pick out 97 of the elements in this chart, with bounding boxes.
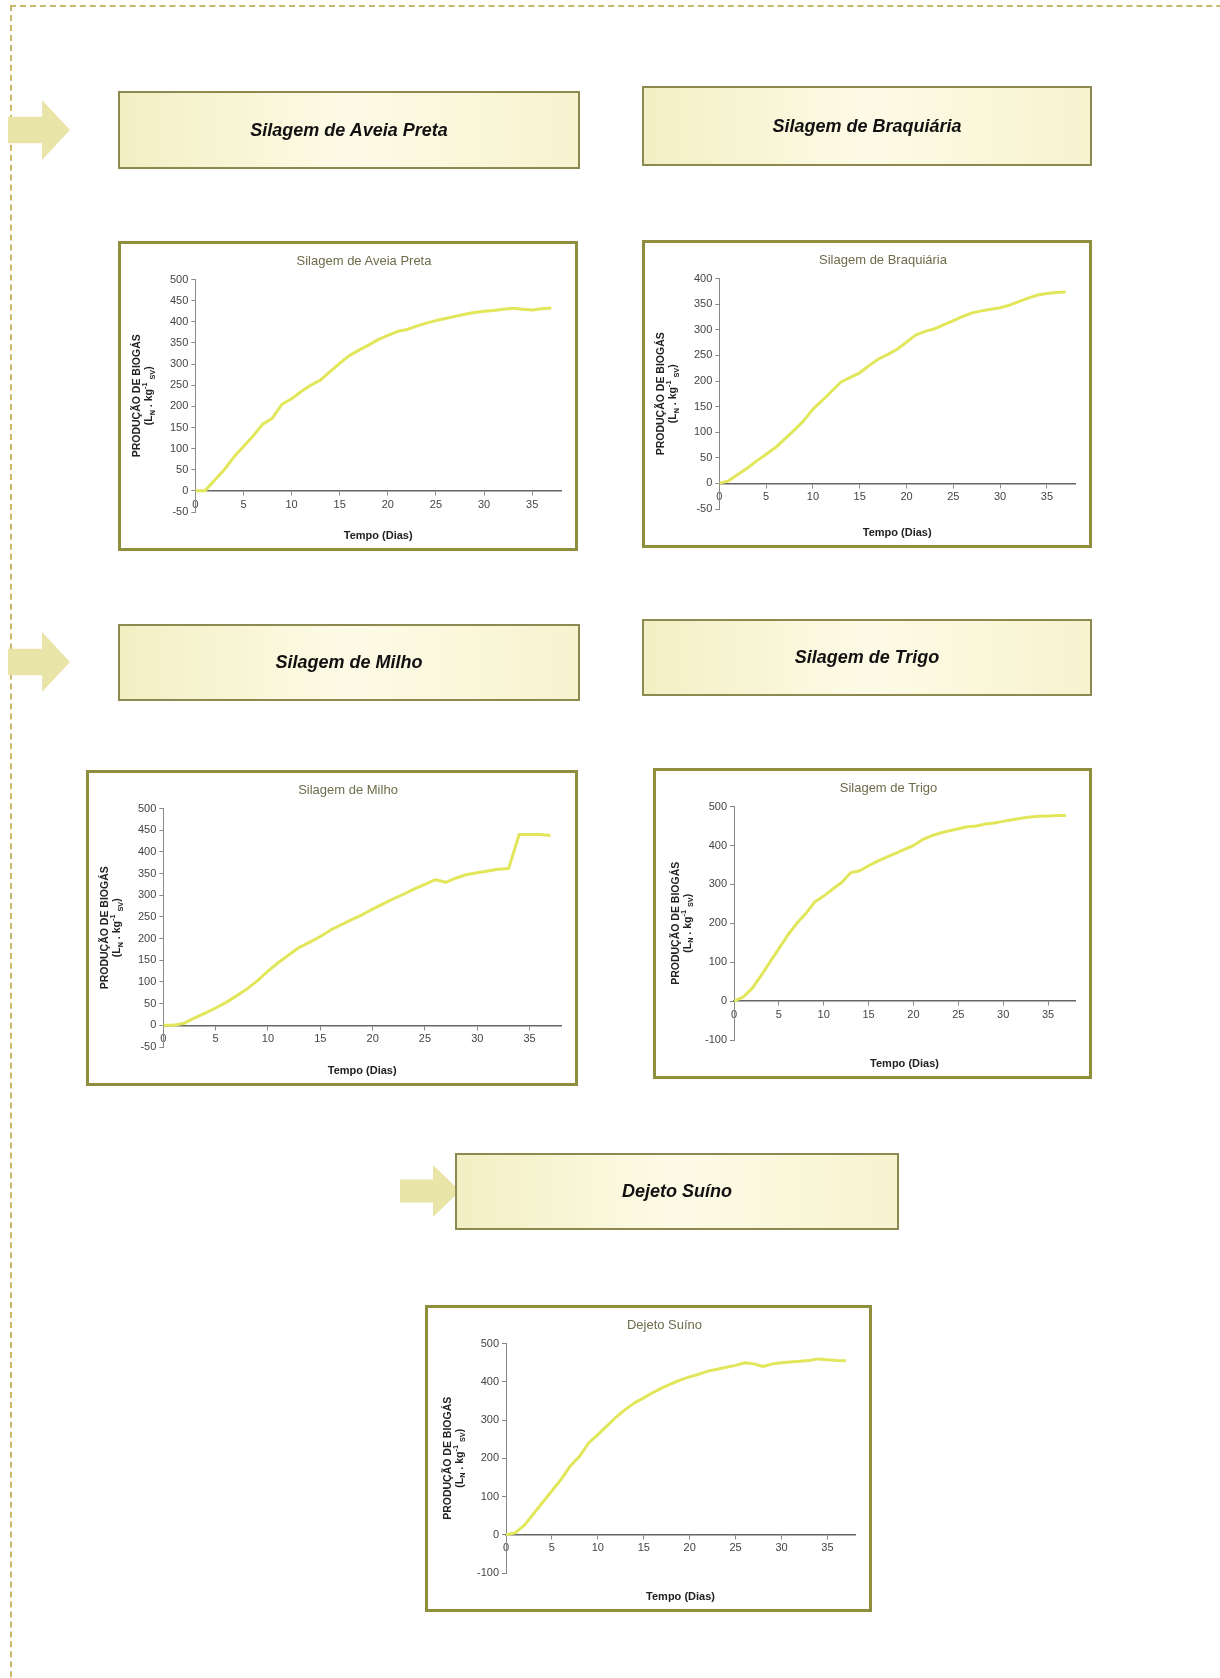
x-tick-label: 15 <box>333 497 346 510</box>
x-axis-title: Tempo (Dias) <box>343 529 413 542</box>
chart-title: Silagem de Aveia Preta <box>118 91 580 169</box>
x-tick-label: 25 <box>729 1541 742 1554</box>
y-tick-label: 500 <box>137 801 157 814</box>
x-tick-label: 15 <box>314 1031 327 1044</box>
y-tick-label: 0 <box>492 1527 500 1540</box>
x-tick-label: 35 <box>523 1031 536 1044</box>
y-tick-label: 0 <box>720 994 728 1007</box>
y-tick-label: 200 <box>693 374 713 387</box>
y-tick-label: -50 <box>696 502 713 515</box>
chart-title: Silagem de Braquiária <box>642 86 1092 166</box>
x-tick-label: 35 <box>1041 1007 1055 1020</box>
x-tick-label: 20 <box>366 1031 379 1044</box>
y-tick-label: 400 <box>693 271 713 284</box>
y-tick-label: 350 <box>693 297 713 310</box>
x-tick-label: 30 <box>997 1007 1010 1020</box>
y-tick-label: 200 <box>480 1451 500 1464</box>
y-tick-label: 500 <box>708 799 728 812</box>
y-tick-label: -50 <box>140 1040 157 1053</box>
y-tick-label: 50 <box>144 996 157 1009</box>
y-tick-label: 200 <box>169 399 189 412</box>
y-tick-label: 400 <box>708 838 728 851</box>
y-tick-label: 50 <box>176 462 189 475</box>
x-axis-title: Tempo (Dias) <box>862 526 932 539</box>
x-tick-label: 35 <box>821 1541 834 1554</box>
y-tick-label: 350 <box>137 866 157 879</box>
y-tick-label: 400 <box>480 1374 500 1387</box>
x-tick-label: 10 <box>285 497 298 510</box>
x-tick-label: 25 <box>429 497 443 510</box>
x-axis-title: Tempo (Dias) <box>646 1590 716 1603</box>
x-tick-label: 10 <box>817 1007 830 1020</box>
x-tick-label: 15 <box>853 490 866 503</box>
y-tick-label: 350 <box>169 336 189 349</box>
x-tick-label: 25 <box>418 1031 432 1044</box>
x-tick-label: 20 <box>900 490 913 503</box>
x-tick-label: 25 <box>952 1007 965 1020</box>
x-tick-label: 10 <box>261 1031 275 1044</box>
y-tick-label: 200 <box>137 931 157 944</box>
x-tick-label: 30 <box>775 1541 788 1554</box>
y-tick-label: 100 <box>137 975 157 988</box>
y-tick-label: 0 <box>706 476 713 489</box>
y-tick-label: 100 <box>480 1489 500 1502</box>
y-tick-label: 150 <box>169 420 189 433</box>
x-axis-title: Tempo (Dias) <box>327 1064 397 1077</box>
x-tick-label: 15 <box>862 1007 875 1020</box>
y-tick-label: 300 <box>693 322 713 335</box>
y-tick-label: 400 <box>169 314 189 327</box>
x-tick-label: 30 <box>477 497 491 510</box>
y-tick-label: 100 <box>169 441 189 454</box>
chart-title: Silagem de Milho <box>118 624 580 701</box>
x-tick-label: 20 <box>907 1007 920 1020</box>
y-tick-label: -100 <box>704 1033 728 1046</box>
y-tick-label: 300 <box>169 357 189 370</box>
chart-title: Dejeto Suíno <box>455 1153 899 1230</box>
chart-subtitle: Dejeto Suíno <box>626 1317 703 1333</box>
x-tick-label: 20 <box>381 497 394 510</box>
x-tick-label: 30 <box>471 1031 484 1044</box>
y-tick-label: 450 <box>169 293 189 306</box>
x-tick-label: 5 <box>775 1007 782 1020</box>
y-tick-label: 150 <box>137 953 157 966</box>
y-tick-label: 500 <box>169 272 189 285</box>
x-axis-title: Tempo (Dias) <box>870 1057 940 1070</box>
chart-subtitle: Silagem de Braquiária <box>819 252 948 268</box>
x-tick-label: 10 <box>591 1541 604 1554</box>
chart-subtitle: Silagem de Trigo <box>839 780 938 796</box>
y-tick-label: 250 <box>137 909 157 922</box>
x-tick-label: 10 <box>806 490 820 503</box>
y-tick-label: 150 <box>693 399 713 412</box>
y-tick-label: 100 <box>708 955 728 968</box>
chart-subtitle: Silagem de Aveia Preta <box>296 253 433 269</box>
y-tick-label: 0 <box>150 1018 157 1031</box>
y-tick-label: 500 <box>480 1336 500 1349</box>
y-tick-label: 250 <box>693 348 713 361</box>
x-tick-label: 5 <box>763 490 770 503</box>
x-tick-label: 5 <box>548 1541 555 1554</box>
x-tick-label: 5 <box>212 1031 219 1044</box>
y-tick-label: 300 <box>480 1413 500 1426</box>
y-tick-label: 300 <box>708 877 728 890</box>
x-tick-label: 5 <box>240 497 247 510</box>
y-tick-label: 200 <box>708 916 728 929</box>
y-tick-label: 450 <box>137 823 157 836</box>
y-tick-label: -50 <box>172 505 189 518</box>
x-tick-label: 15 <box>637 1541 650 1554</box>
x-tick-label: 30 <box>994 490 1007 503</box>
y-tick-label: 100 <box>693 425 713 438</box>
x-tick-label: 20 <box>683 1541 696 1554</box>
y-tick-label: -100 <box>476 1566 500 1579</box>
y-tick-label: 50 <box>700 450 713 463</box>
chart-title: Silagem de Trigo <box>642 619 1092 696</box>
x-tick-label: 35 <box>526 497 539 510</box>
y-tick-label: 250 <box>169 378 189 391</box>
y-tick-label: 300 <box>137 888 157 901</box>
y-tick-label: 400 <box>137 844 157 857</box>
chart-subtitle: Silagem de Milho <box>298 782 398 798</box>
x-tick-label: 25 <box>947 490 960 503</box>
x-tick-label: 35 <box>1040 490 1054 503</box>
